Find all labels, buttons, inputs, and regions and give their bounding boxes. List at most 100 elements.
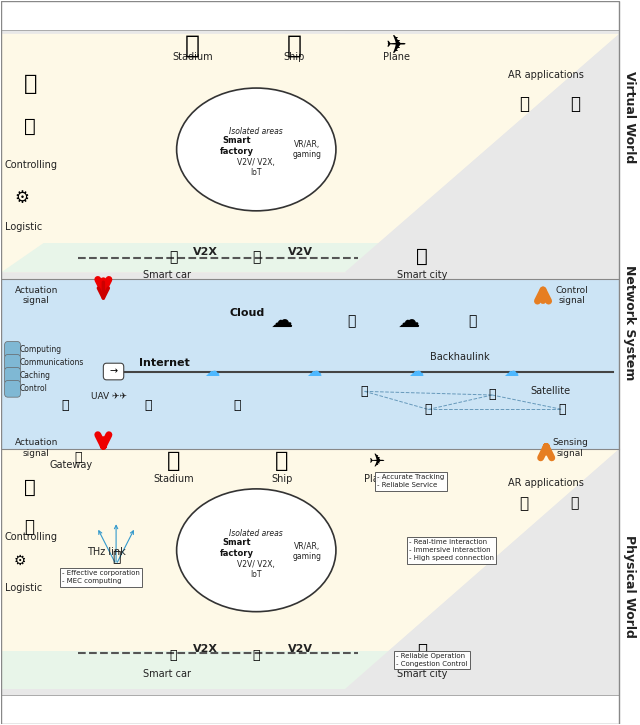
Text: Plane: Plane — [383, 52, 410, 62]
Text: 🏟: 🏟 — [185, 34, 200, 58]
Polygon shape — [1, 244, 620, 272]
Text: V2V/ V2X,
IoT: V2V/ V2X, IoT — [237, 158, 275, 177]
Polygon shape — [1, 34, 620, 272]
Text: 🏭: 🏭 — [24, 74, 37, 94]
Text: 🛰: 🛰 — [488, 389, 496, 402]
Text: Physical World: Physical World — [623, 535, 636, 638]
Text: Smart car: Smart car — [143, 270, 191, 280]
Text: VR/AR,
gaming: VR/AR, gaming — [292, 542, 322, 561]
Text: - Accurate Tracking
- Reliable Service: - Accurate Tracking - Reliable Service — [378, 474, 445, 489]
Text: Network System: Network System — [623, 265, 636, 381]
Text: 👤: 👤 — [519, 95, 529, 113]
Text: ☁: ☁ — [398, 311, 420, 331]
FancyBboxPatch shape — [103, 363, 124, 380]
Text: V2V/ V2X,
IoT: V2V/ V2X, IoT — [237, 560, 275, 579]
Text: Ship: Ship — [271, 474, 292, 484]
FancyBboxPatch shape — [4, 368, 20, 384]
Text: 🖥: 🖥 — [348, 315, 356, 328]
Text: Logistic: Logistic — [4, 583, 42, 593]
Text: 📶: 📶 — [112, 550, 120, 565]
Text: Controlling: Controlling — [4, 532, 58, 542]
Text: 🖥: 🖥 — [468, 315, 477, 328]
Text: Control: Control — [19, 384, 47, 393]
Bar — [1, 279, 620, 450]
Text: Smart city: Smart city — [397, 669, 447, 679]
Text: ✈: ✈ — [369, 452, 385, 471]
Text: Sensing
signal: Sensing signal — [552, 439, 588, 457]
Text: Control
signal: Control signal — [556, 286, 588, 305]
Text: Controlling: Controlling — [4, 160, 58, 170]
Text: Actuation
signal: Actuation signal — [15, 286, 58, 305]
Text: 🚢: 🚢 — [275, 452, 289, 471]
FancyBboxPatch shape — [4, 381, 20, 397]
Text: Smart
factory: Smart factory — [220, 539, 254, 558]
Text: Stadium: Stadium — [172, 52, 213, 62]
Text: 🛰: 🛰 — [361, 385, 369, 398]
Text: - Real-time interaction
- Immersive interaction
- High speed connection: - Real-time interaction - Immersive inte… — [409, 539, 494, 561]
Text: 🚁: 🚁 — [61, 399, 69, 413]
Text: Internet: Internet — [138, 357, 189, 368]
Polygon shape — [1, 450, 620, 689]
Text: VR/AR,
gaming: VR/AR, gaming — [292, 140, 322, 160]
Text: Virtual World: Virtual World — [623, 71, 636, 163]
Text: 🚁: 🚁 — [234, 399, 241, 413]
Text: 🤖: 🤖 — [24, 117, 35, 136]
Polygon shape — [1, 450, 620, 695]
FancyBboxPatch shape — [4, 341, 20, 358]
Text: 🚢: 🚢 — [287, 34, 302, 58]
Text: Smart car: Smart car — [143, 669, 191, 679]
Text: Communications: Communications — [19, 358, 84, 367]
Text: ☁: ☁ — [271, 311, 293, 331]
Text: Isolated areas: Isolated areas — [229, 127, 283, 136]
FancyBboxPatch shape — [4, 355, 20, 371]
Text: 🚗: 🚗 — [169, 251, 178, 265]
Text: 🏙: 🏙 — [416, 247, 428, 266]
Text: 🚗: 🚗 — [252, 251, 260, 265]
Text: Stadium: Stadium — [153, 474, 194, 484]
Ellipse shape — [177, 489, 336, 612]
Text: Isolated areas: Isolated areas — [229, 529, 283, 538]
Text: 🏭: 🏭 — [24, 478, 35, 497]
Text: 🛰: 🛰 — [558, 403, 566, 416]
Polygon shape — [346, 450, 620, 689]
Text: V2X: V2X — [193, 645, 218, 654]
Text: Smart
factory: Smart factory — [220, 136, 254, 156]
Text: 🤖: 🤖 — [24, 518, 34, 536]
Polygon shape — [1, 651, 620, 689]
Text: Computing: Computing — [19, 345, 61, 354]
Text: - Effective corporation
- MEC computing: - Effective corporation - MEC computing — [62, 571, 140, 584]
Text: AR applications: AR applications — [508, 478, 584, 488]
Polygon shape — [346, 34, 620, 272]
Text: 🏟: 🏟 — [167, 452, 180, 471]
Text: Logistic: Logistic — [4, 222, 42, 232]
Text: V2V: V2V — [289, 645, 314, 654]
Text: 🖥: 🖥 — [570, 95, 580, 113]
Text: ☁: ☁ — [306, 365, 321, 379]
Text: 🚗: 🚗 — [170, 649, 177, 662]
Text: Satellite: Satellite — [531, 386, 570, 397]
Text: Cloud: Cloud — [229, 308, 264, 318]
Text: 🚗: 🚗 — [253, 649, 260, 662]
Text: V2X: V2X — [193, 247, 218, 257]
Ellipse shape — [177, 88, 336, 211]
Polygon shape — [1, 30, 620, 279]
Text: Smart city: Smart city — [397, 270, 447, 280]
Text: Actuation
signal: Actuation signal — [15, 439, 58, 457]
Text: ✈: ✈ — [386, 34, 407, 58]
Text: ☁: ☁ — [204, 365, 220, 379]
Text: Ship: Ship — [284, 52, 305, 62]
Text: ☁: ☁ — [408, 365, 423, 379]
Text: V2V: V2V — [289, 247, 314, 257]
Text: Backhaulink: Backhaulink — [430, 352, 490, 362]
Text: Caching: Caching — [19, 371, 50, 380]
Text: - Reliable Operation
- Congestion Control: - Reliable Operation - Congestion Contro… — [396, 652, 468, 667]
Text: AR applications: AR applications — [508, 70, 584, 80]
Text: 🛰: 🛰 — [424, 403, 432, 416]
Text: 📡: 📡 — [74, 452, 82, 464]
Text: 🖥: 🖥 — [571, 496, 579, 510]
Text: ⚙: ⚙ — [14, 189, 29, 207]
Text: 🚁: 🚁 — [144, 399, 152, 413]
Text: →: → — [109, 366, 118, 376]
Text: Plane: Plane — [364, 474, 391, 484]
Text: 🏙: 🏙 — [417, 642, 427, 660]
